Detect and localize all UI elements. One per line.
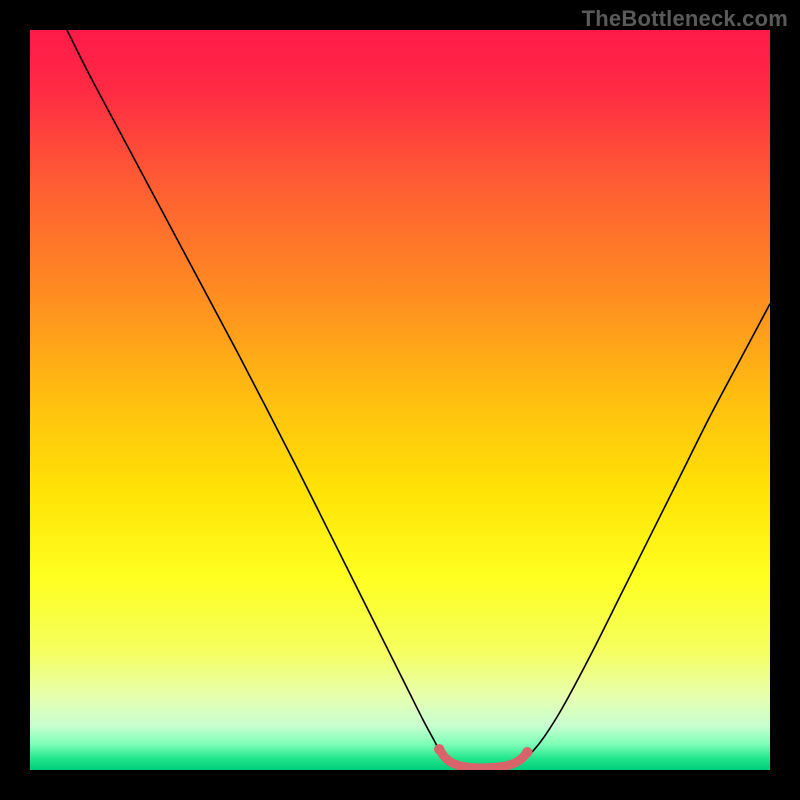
highlight-endpoint-left [434,744,444,754]
watermark-text: TheBottleneck.com [582,6,788,32]
plot-area [30,30,770,770]
highlight-endpoint-right [522,747,532,757]
chart-svg [30,30,770,770]
chart-frame: TheBottleneck.com [0,0,800,800]
chart-background [30,30,770,770]
